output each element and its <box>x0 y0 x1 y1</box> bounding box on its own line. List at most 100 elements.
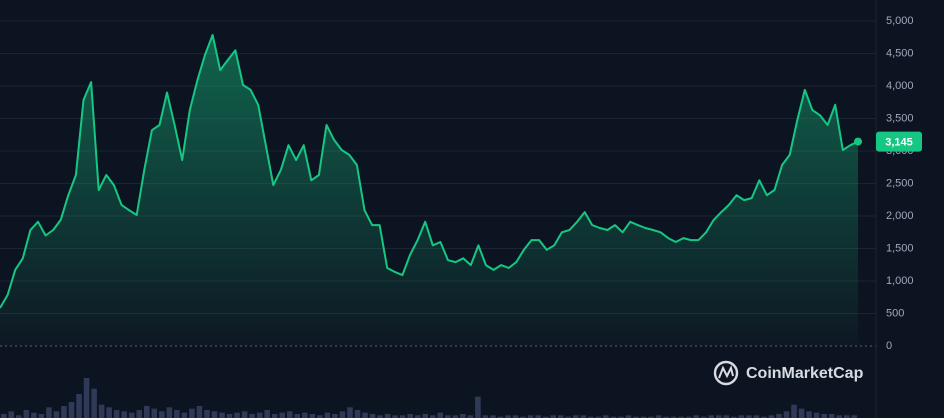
volume-bar <box>700 416 707 418</box>
volume-bar <box>535 415 541 418</box>
volume-bar <box>68 402 75 418</box>
price-tag <box>876 131 922 152</box>
volume-bar <box>16 415 22 418</box>
volume-bar <box>565 416 571 418</box>
volume-bar <box>121 411 127 418</box>
price-tag-label: 3,145 <box>885 136 913 148</box>
volume-bar <box>550 415 556 418</box>
volume-bar <box>53 411 60 418</box>
volume-bar <box>309 414 316 418</box>
volume-bar <box>317 415 323 418</box>
volume-bar <box>753 415 760 418</box>
volume-bar <box>98 404 105 418</box>
volume-bar <box>377 415 383 418</box>
volume-bar <box>422 414 428 418</box>
volume-bar <box>189 408 195 418</box>
volume-bar <box>46 407 52 418</box>
volume-bar <box>633 416 639 418</box>
volume-bar <box>670 416 677 418</box>
volume-bar <box>791 404 797 418</box>
volume-bar <box>234 412 240 418</box>
volume-bar <box>294 414 301 418</box>
volume-bar <box>136 410 142 418</box>
volume-bar <box>678 416 684 418</box>
volume-bar <box>113 410 120 418</box>
volume-bar <box>264 410 270 418</box>
area-fill <box>0 35 858 346</box>
volume-bar <box>542 416 549 418</box>
volume-bar <box>128 412 135 418</box>
volume-bar <box>339 411 346 418</box>
volume-bar <box>505 415 511 418</box>
volume-bar <box>362 412 368 418</box>
volume-bar <box>776 414 782 418</box>
volume-bar <box>249 414 255 418</box>
watermark: CoinMarketCap <box>746 365 864 382</box>
volume-bar <box>610 416 617 418</box>
volume-bar <box>241 411 248 418</box>
volume-bar <box>271 414 278 418</box>
y-tick-label: 2,500 <box>886 177 914 189</box>
volume-bar <box>460 414 466 418</box>
volume-bar <box>557 415 564 418</box>
volume-bar <box>663 416 669 418</box>
volume-bar <box>708 415 714 418</box>
volume-bar <box>467 415 474 418</box>
volume-bar <box>38 414 45 418</box>
volume-bar <box>603 415 609 418</box>
y-tick-label: 5,000 <box>886 15 914 27</box>
volume-bar <box>625 415 632 418</box>
volume-bar <box>783 411 790 418</box>
volume-bar <box>813 412 820 418</box>
volume-bar <box>83 378 90 418</box>
volume-bar <box>746 415 752 418</box>
volume-bar <box>655 415 662 418</box>
last-point <box>854 137 862 146</box>
volume-bar <box>279 412 285 418</box>
volume-bar <box>648 416 654 418</box>
y-tick-label: 3,500 <box>886 112 914 124</box>
volume-bar <box>843 415 850 418</box>
volume-bar <box>204 410 210 418</box>
volume-bar <box>196 406 203 418</box>
volume-bar <box>324 412 331 418</box>
volume-bar <box>407 414 413 418</box>
volume-bar <box>851 415 857 418</box>
volume-bar <box>437 412 444 418</box>
volume-bar <box>430 415 436 418</box>
volume-bar <box>76 394 82 418</box>
volume-bar <box>527 415 534 418</box>
volume-bar <box>332 414 338 418</box>
volume-bar <box>61 406 67 418</box>
y-tick-label: 2,000 <box>886 210 914 222</box>
volume-bar <box>354 410 361 418</box>
volume-bar <box>106 407 112 418</box>
volume-bar <box>836 415 842 418</box>
volume-bar <box>588 416 594 418</box>
volume-bar <box>8 411 15 418</box>
volume-bar <box>23 410 30 418</box>
volume-bar <box>685 416 692 418</box>
volume-bar <box>640 416 647 418</box>
y-tick-label: 500 <box>886 307 904 319</box>
volume-bar <box>287 411 293 418</box>
price-line <box>0 34 859 309</box>
volume-bar <box>595 416 602 418</box>
volume-bar <box>144 406 150 418</box>
volume-bar <box>384 414 391 418</box>
volume-bar <box>151 408 158 418</box>
volume-bar <box>181 412 188 418</box>
volume-bar <box>1 414 7 418</box>
volume-bar <box>219 412 225 418</box>
volume-bar <box>761 416 767 418</box>
volume-bar <box>302 412 308 418</box>
volume-bar <box>369 414 376 418</box>
volume-bar <box>828 414 835 418</box>
y-tick-label: 1,500 <box>886 242 914 254</box>
volume-bar <box>347 407 353 418</box>
y-tick-label: 1,000 <box>886 275 914 287</box>
volume-bar <box>31 412 37 418</box>
volume-bar <box>166 407 173 418</box>
volume-bar <box>693 415 699 418</box>
